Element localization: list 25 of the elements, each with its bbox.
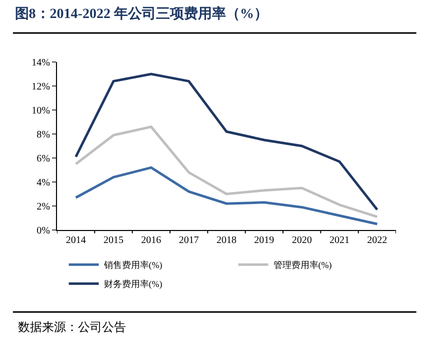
x-tick-label: 2022 <box>367 235 388 246</box>
x-tick-label: 2014 <box>66 235 86 246</box>
x-tick-label: 2017 <box>178 235 199 246</box>
legend-label: 财务费用率(%) <box>104 279 162 290</box>
y-tick-label: 6% <box>36 154 50 164</box>
x-tick-label: 2021 <box>330 235 350 246</box>
legend-label: 管理费用率(%) <box>273 260 332 270</box>
line-series <box>74 126 378 218</box>
y-tick-label: 4% <box>36 178 50 188</box>
source-note: 数据来源：公司公告 <box>18 320 126 334</box>
y-tick-label: 14% <box>32 58 50 68</box>
x-tick-label: 2015 <box>104 235 124 246</box>
legend-label: 销售费用率(%) <box>102 260 162 270</box>
line-series <box>74 72 378 211</box>
x-tick-label: 2018 <box>216 235 236 246</box>
y-tick-label: 8% <box>36 130 50 140</box>
chart-title: 图8：2014-2022 年公司三项费用率（%） <box>14 4 268 22</box>
y-tick-label: 10% <box>32 106 50 116</box>
x-tick-label: 2019 <box>254 235 274 246</box>
y-tick-label: 2% <box>36 202 50 212</box>
x-tick-label: 2016 <box>141 235 162 246</box>
x-tick-label: 2020 <box>292 235 312 246</box>
line-series <box>74 166 378 226</box>
y-tick-label: 0% <box>36 226 50 236</box>
y-tick-label: 12% <box>32 82 50 92</box>
